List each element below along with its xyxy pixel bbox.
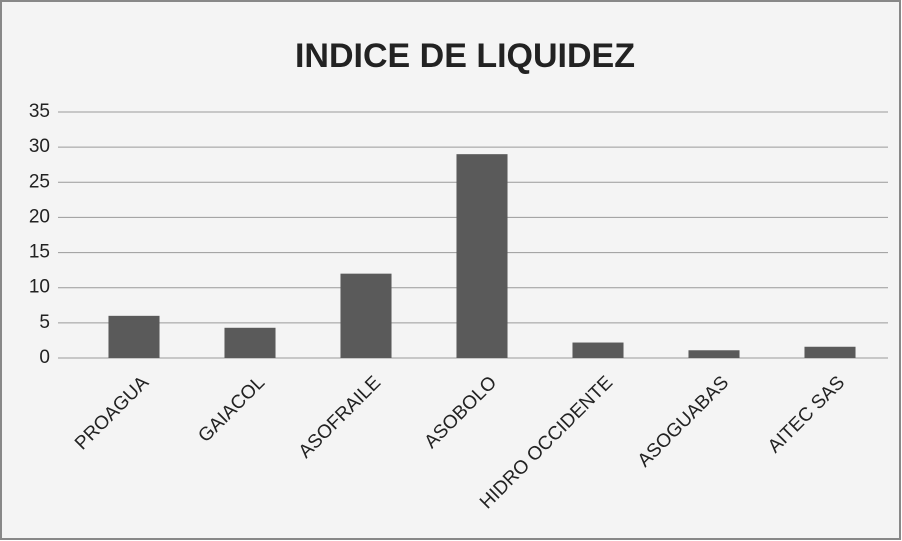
bar [804, 346, 856, 358]
chart-title: INDICE DE LIQUIDEZ [295, 37, 635, 75]
bar [572, 342, 624, 358]
bar [224, 327, 276, 358]
bar [108, 315, 160, 358]
y-tick-label: 10 [29, 277, 50, 298]
y-tick-label: 25 [29, 171, 50, 192]
y-tick-label: 35 [29, 101, 50, 122]
y-tick-label: 20 [29, 206, 50, 227]
y-tick-label: 0 [39, 347, 50, 368]
bar [340, 273, 392, 358]
y-tick-label: 5 [39, 312, 50, 333]
bar [688, 350, 740, 358]
y-tick-label: 30 [29, 136, 50, 157]
y-tick-label: 15 [29, 242, 50, 263]
bar [456, 154, 508, 358]
